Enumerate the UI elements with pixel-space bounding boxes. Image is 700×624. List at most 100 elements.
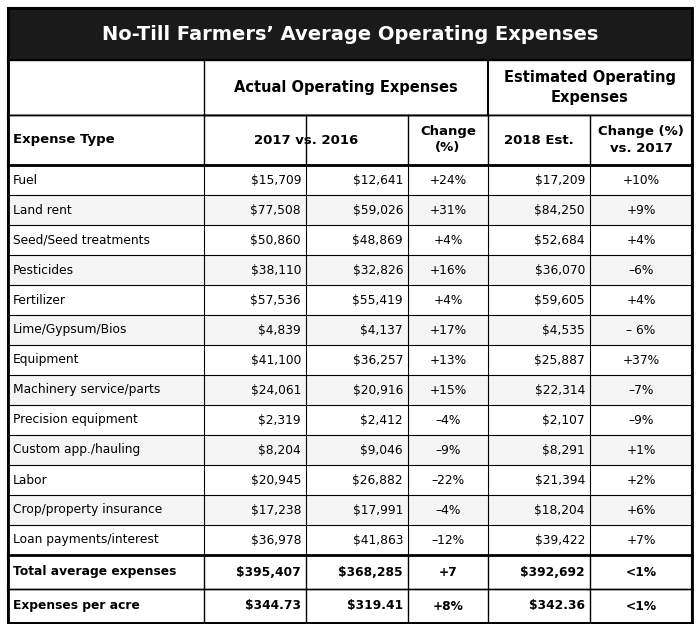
Text: +4%: +4%: [433, 293, 463, 306]
Text: Machinery service/parts: Machinery service/parts: [13, 384, 160, 396]
Text: $22,314: $22,314: [535, 384, 585, 396]
Text: +10%: +10%: [622, 173, 659, 187]
Text: <1%: <1%: [625, 600, 657, 613]
Text: $36,257: $36,257: [353, 354, 403, 366]
Text: Seed/Seed treatments: Seed/Seed treatments: [13, 233, 150, 246]
Text: Crop/property insurance: Crop/property insurance: [13, 504, 162, 517]
Text: $17,991: $17,991: [353, 504, 403, 517]
Text: +15%: +15%: [429, 384, 467, 396]
Bar: [8, 315, 692, 345]
Text: $319.41: $319.41: [347, 600, 403, 613]
Bar: [8, 115, 692, 165]
Text: $84,250: $84,250: [534, 203, 585, 217]
Bar: [8, 165, 692, 195]
Text: – 6%: – 6%: [626, 323, 656, 336]
Text: Change (%)
vs. 2017: Change (%) vs. 2017: [598, 125, 684, 155]
Text: $55,419: $55,419: [352, 293, 403, 306]
Text: $38,110: $38,110: [251, 263, 301, 276]
Bar: [8, 225, 692, 255]
Text: $52,684: $52,684: [534, 233, 585, 246]
Bar: [8, 589, 692, 623]
Text: $41,863: $41,863: [353, 534, 403, 547]
Text: –6%: –6%: [629, 263, 654, 276]
Text: +24%: +24%: [429, 173, 466, 187]
Text: –7%: –7%: [629, 384, 654, 396]
Text: Expense Type: Expense Type: [13, 134, 115, 147]
Text: Precision equipment: Precision equipment: [13, 414, 138, 426]
Text: $9,046: $9,046: [360, 444, 403, 457]
Text: $344.73: $344.73: [245, 600, 301, 613]
Text: No-Till Farmers’ Average Operating Expenses: No-Till Farmers’ Average Operating Expen…: [102, 24, 598, 44]
Text: $57,536: $57,536: [251, 293, 301, 306]
Text: $36,070: $36,070: [535, 263, 585, 276]
Bar: [8, 60, 692, 115]
Text: $20,916: $20,916: [353, 384, 403, 396]
Text: $21,394: $21,394: [535, 474, 585, 487]
Text: $395,407: $395,407: [237, 565, 301, 578]
Text: +37%: +37%: [622, 354, 659, 366]
Text: –9%: –9%: [629, 414, 654, 426]
Bar: [8, 555, 692, 589]
Text: +2%: +2%: [626, 474, 656, 487]
Text: $2,319: $2,319: [258, 414, 301, 426]
Text: $2,107: $2,107: [542, 414, 585, 426]
Bar: [8, 255, 692, 285]
Text: Labor: Labor: [13, 474, 48, 487]
Text: +4%: +4%: [433, 233, 463, 246]
Bar: [8, 525, 692, 555]
Text: $4,535: $4,535: [542, 323, 585, 336]
Text: Fertilizer: Fertilizer: [13, 293, 66, 306]
Text: +13%: +13%: [429, 354, 466, 366]
Text: Change
(%): Change (%): [420, 125, 476, 155]
Text: +7: +7: [439, 565, 457, 578]
Text: –4%: –4%: [435, 414, 461, 426]
Text: $32,826: $32,826: [353, 263, 403, 276]
Text: 2017 vs. 2016: 2017 vs. 2016: [254, 134, 358, 147]
Text: Expenses per acre: Expenses per acre: [13, 600, 140, 613]
Text: $41,100: $41,100: [251, 354, 301, 366]
Text: Pesticides: Pesticides: [13, 263, 74, 276]
Text: $36,978: $36,978: [251, 534, 301, 547]
Text: <1%: <1%: [625, 565, 657, 578]
Text: $392,692: $392,692: [520, 565, 585, 578]
Text: $8,204: $8,204: [258, 444, 301, 457]
Text: Fuel: Fuel: [13, 173, 38, 187]
Text: +9%: +9%: [626, 203, 656, 217]
Text: $59,026: $59,026: [353, 203, 403, 217]
Text: Loan payments/interest: Loan payments/interest: [13, 534, 159, 547]
Text: +4%: +4%: [626, 233, 656, 246]
Text: $15,709: $15,709: [251, 173, 301, 187]
Text: $4,839: $4,839: [258, 323, 301, 336]
Text: +7%: +7%: [626, 534, 656, 547]
Text: Land rent: Land rent: [13, 203, 71, 217]
Text: $20,945: $20,945: [251, 474, 301, 487]
Text: +31%: +31%: [429, 203, 466, 217]
Text: +8%: +8%: [433, 600, 463, 613]
Text: $26,882: $26,882: [352, 474, 403, 487]
Text: Custom app./hauling: Custom app./hauling: [13, 444, 140, 457]
Text: $8,291: $8,291: [542, 444, 585, 457]
Text: Estimated Operating
Expenses: Estimated Operating Expenses: [504, 71, 676, 105]
Text: $77,508: $77,508: [251, 203, 301, 217]
Bar: [8, 435, 692, 465]
Text: $18,204: $18,204: [535, 504, 585, 517]
Text: 2018 Est.: 2018 Est.: [504, 134, 574, 147]
Text: Lime/Gypsum/Bios: Lime/Gypsum/Bios: [13, 323, 127, 336]
Text: $12,641: $12,641: [353, 173, 403, 187]
Text: –12%: –12%: [431, 534, 465, 547]
Text: –9%: –9%: [435, 444, 461, 457]
Text: $17,209: $17,209: [535, 173, 585, 187]
Text: $17,238: $17,238: [251, 504, 301, 517]
Text: Total average expenses: Total average expenses: [13, 565, 176, 578]
Text: $2,412: $2,412: [360, 414, 403, 426]
Text: –22%: –22%: [431, 474, 465, 487]
Text: $39,422: $39,422: [535, 534, 585, 547]
Bar: [8, 285, 692, 315]
Bar: [8, 375, 692, 405]
Text: $24,061: $24,061: [251, 384, 301, 396]
Bar: [8, 405, 692, 435]
Text: +1%: +1%: [626, 444, 656, 457]
Text: Actual Operating Expenses: Actual Operating Expenses: [234, 80, 458, 95]
Text: $48,869: $48,869: [352, 233, 403, 246]
Text: $368,285: $368,285: [338, 565, 403, 578]
